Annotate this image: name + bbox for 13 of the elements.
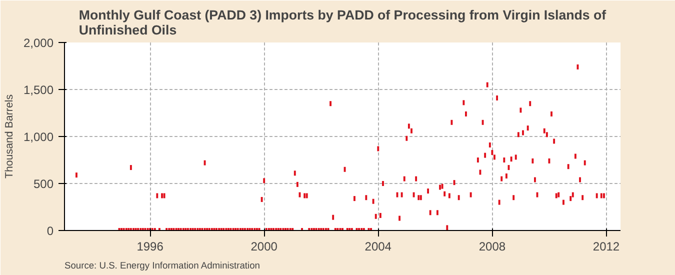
x-tick-label: 2012 [592,240,620,254]
y-tick-label: 1,000 [23,130,54,144]
x-tick-label: 2004 [364,240,392,254]
source-note: Source: U.S. Energy Information Administration [64,260,260,270]
x-tick-label: 2008 [478,240,506,254]
chart-title: Monthly Gulf Coast (PADD 3) Imports by PADD of Processing from Virgin Islands of Unfinished Oils [78,8,607,38]
x-tick-label: 1996 [136,240,164,254]
y-tick-label: 500 [33,177,54,191]
y-axis-title: Thousand Barrels [3,94,16,179]
y-tick-label: 0 [46,224,54,238]
x-tick-label: 2000 [250,240,278,254]
y-tick-label: 1,500 [23,83,54,97]
y-tick-label: 2,000 [23,36,54,50]
